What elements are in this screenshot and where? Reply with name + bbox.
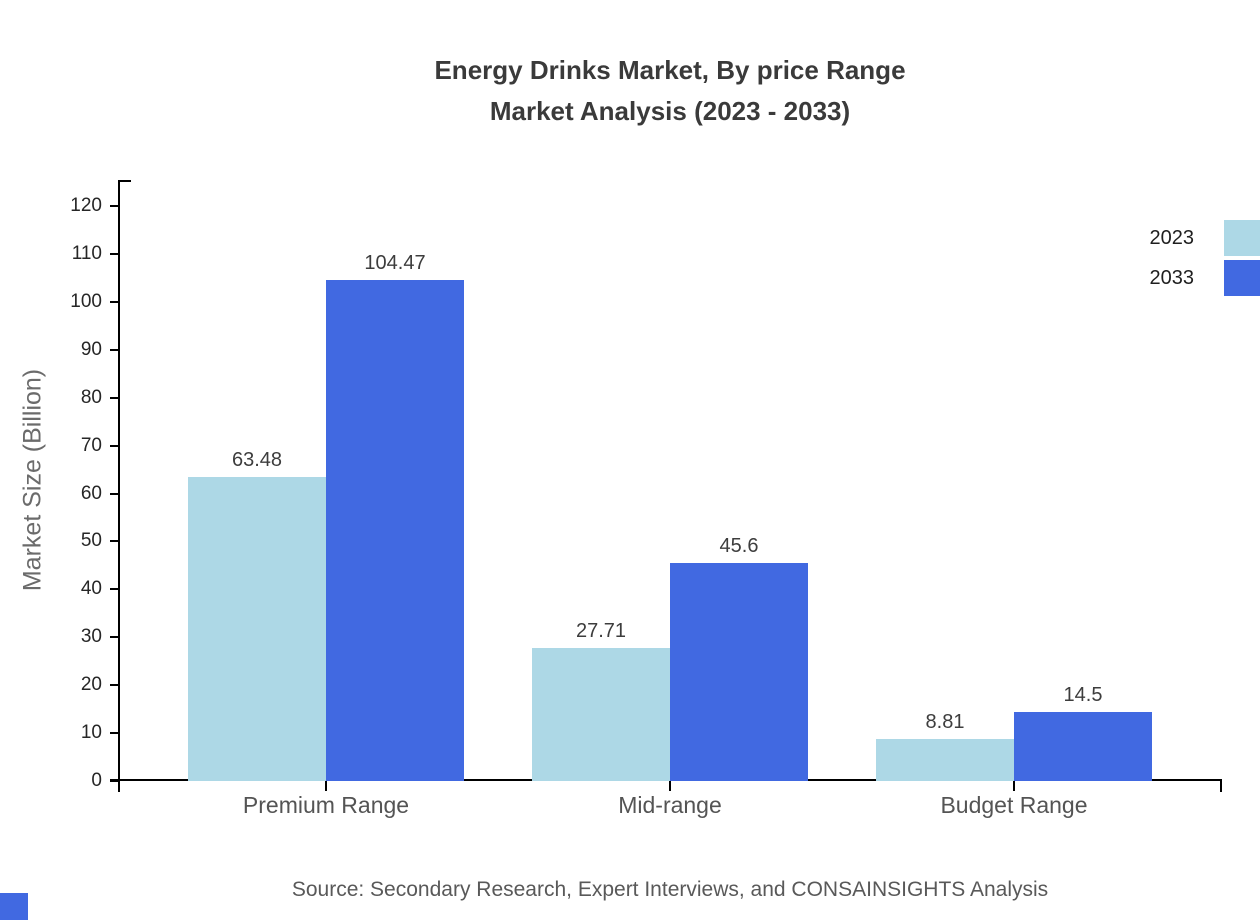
bar-value-label: 27.71 [575,620,627,643]
x-tick [669,781,671,791]
y-tick [110,492,118,495]
y-tick-label: 70 [80,434,102,456]
y-tick [110,444,118,447]
bar-value-label: 14.5 [1063,683,1103,706]
x-axis-right-cap [1220,779,1222,792]
plot-area: 0 10 20 30 40 50 60 70 80 90 100 110 120 63.48 27.71 8.… [70,180,1222,818]
bar-value-label: 104.47 [364,252,426,275]
bar-2033-1 [670,562,808,781]
y-tick [110,732,118,735]
y-tick-label: 110 [71,242,102,264]
category-label: Mid-range [618,792,722,818]
y-tick-label: 80 [80,386,102,408]
y-tick-label: 120 [70,195,102,216]
bar-2023-0 [188,476,326,781]
bar-2023-2 [876,738,1014,781]
y-axis-top-cap [118,180,131,182]
bar-value-label: 45.6 [719,534,759,557]
y-tick [110,348,118,351]
chart-title: Energy Drinks Market, By price Range Mar… [118,50,1222,132]
y-tick [110,205,118,207]
bar-2033-2 [1014,711,1152,781]
source-text: Source: Secondary Research, Expert Inter… [291,878,1049,901]
category-label: Budget Range [940,792,1088,818]
y-tick [110,540,118,543]
y-tick [110,684,118,687]
legend-item-2033: 2033 [1150,258,1260,298]
chart-title-line1: Energy Drinks Market, By price Range [434,55,906,85]
y-tick [110,636,118,639]
bar-2033-0 [326,280,464,781]
brand-logo-square [0,893,28,920]
y-tick-label: 30 [80,626,102,648]
y-tick-label: 20 [80,674,102,696]
y-tick-label: 50 [80,530,102,552]
y-tick [110,300,118,303]
y-tick-label: 0 [91,770,102,791]
x-axis-left-cap [118,779,120,792]
legend-label: 2033 [1149,266,1195,289]
y-axis-spine [118,180,120,781]
y-tick [110,252,118,255]
y-tick-label: 40 [80,578,102,600]
chart-title-line2: Market Analysis (2023 - 2033) [489,96,851,126]
legend-label: 2023 [1149,226,1195,249]
bar-2023-1 [532,648,670,781]
category-label: Premium Range [242,792,410,818]
x-tick [1013,781,1015,791]
y-tick [110,396,118,399]
bar-value-label: 8.81 [925,710,965,733]
legend-swatch [1224,220,1260,256]
bar-value-label: 63.48 [231,448,283,471]
y-tick-label: 10 [80,722,102,744]
legend-item-2023: 2023 [1150,218,1260,258]
y-tick [110,588,118,591]
legend: 2023 2033 [1150,218,1260,298]
y-tick-label: 90 [80,338,102,360]
y-tick-label: 100 [70,290,102,312]
y-tick [110,780,118,782]
x-tick [325,781,327,791]
legend-swatch [1224,260,1260,296]
y-tick-label: 60 [80,482,102,504]
